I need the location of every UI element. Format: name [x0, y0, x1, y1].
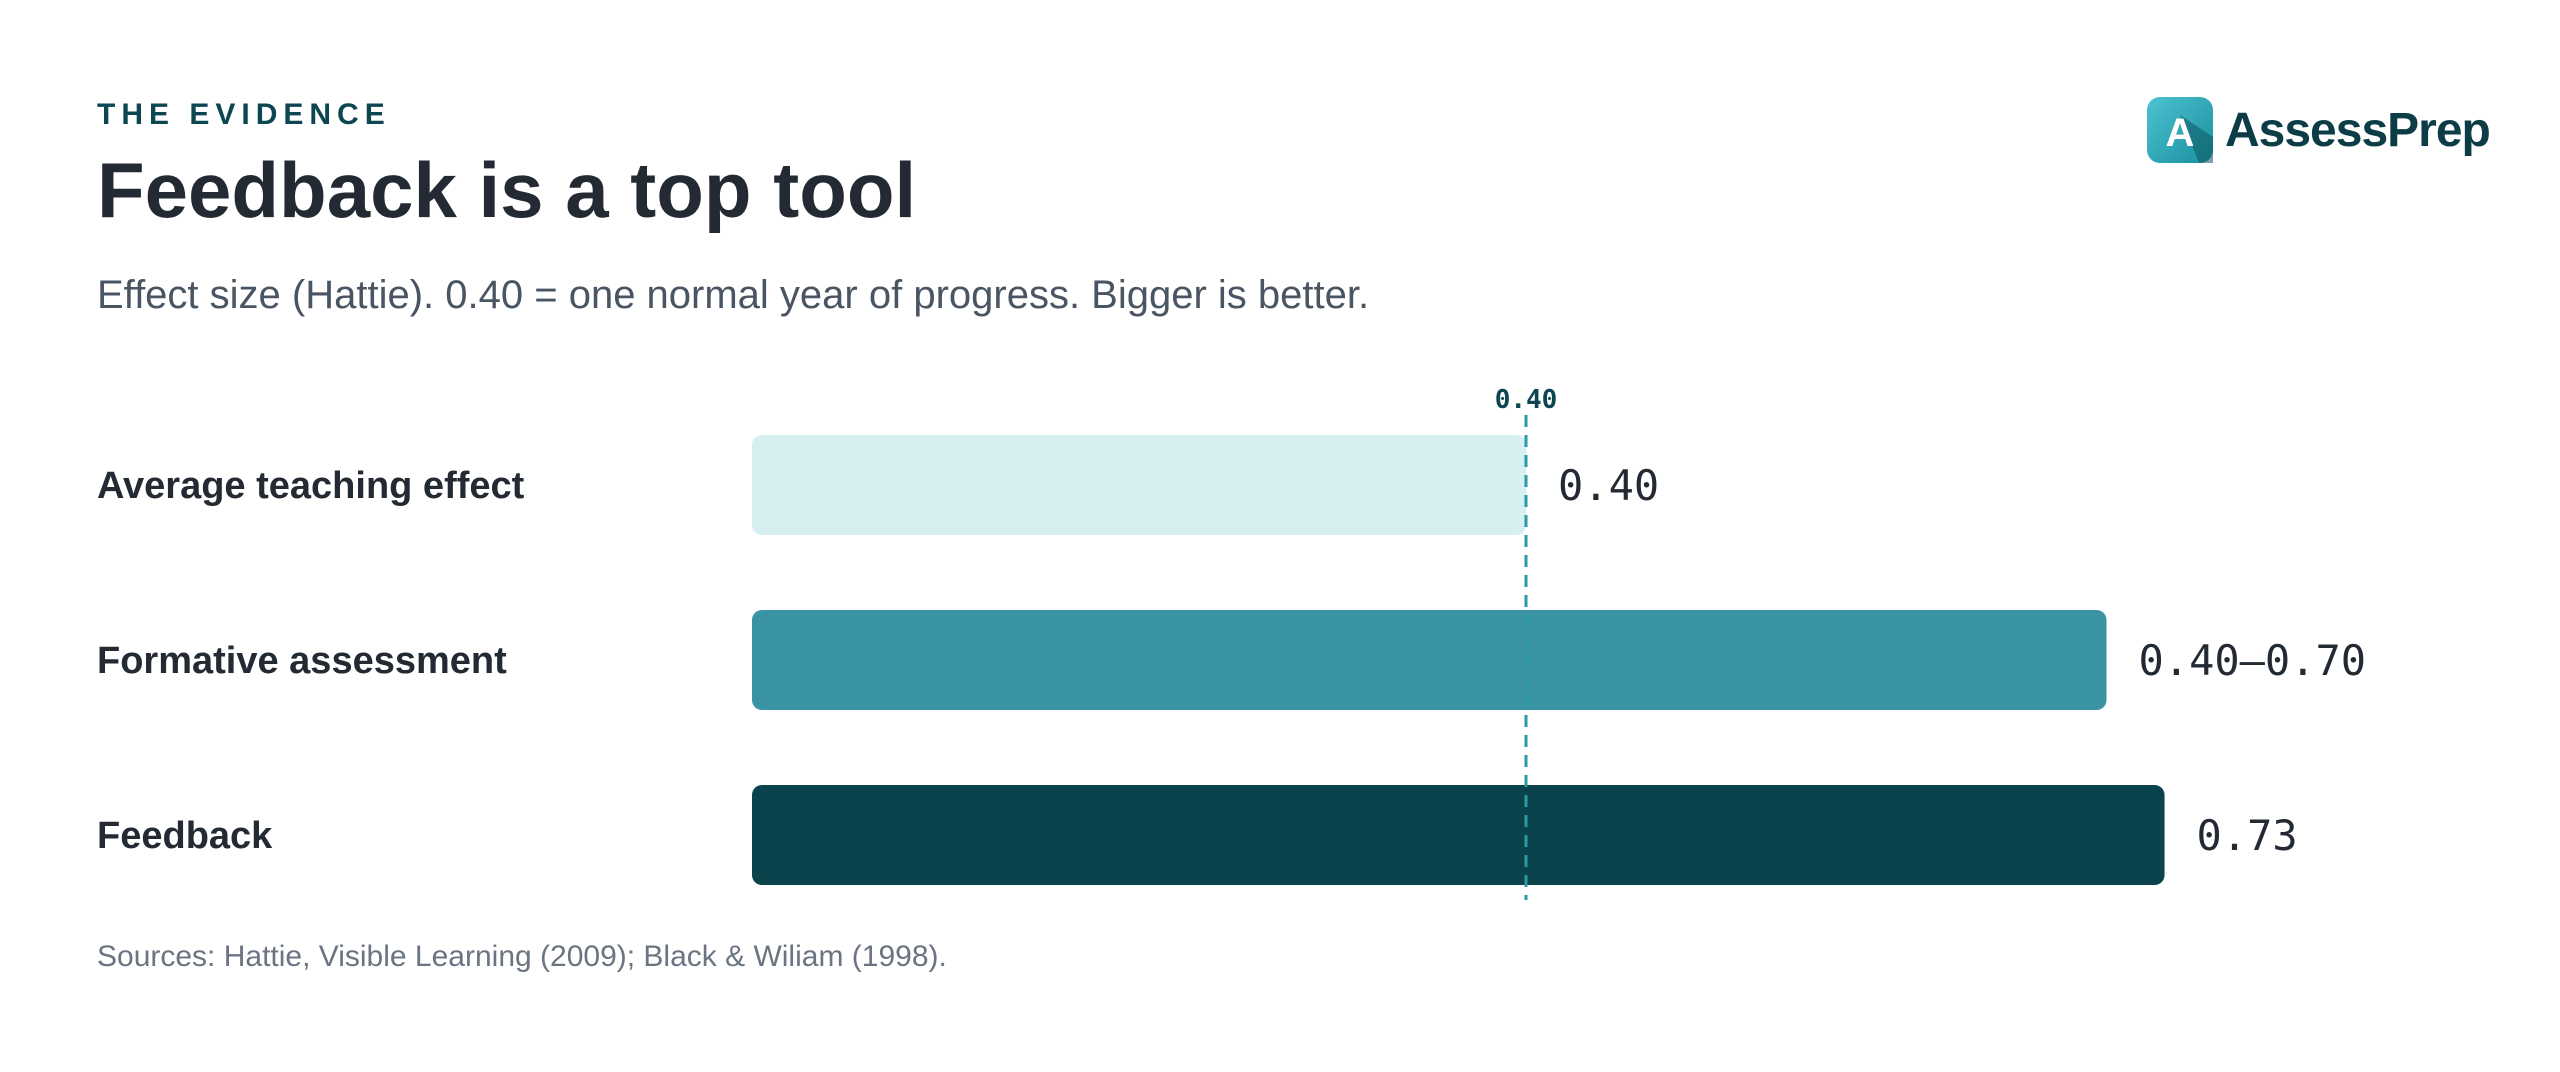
- value-label: 0.40: [1558, 461, 1659, 510]
- eyebrow: THE EVIDENCE: [97, 98, 391, 131]
- brand-logo: A AssessPrep: [2147, 96, 2491, 164]
- bar: [752, 785, 2165, 885]
- page-title: Feedback is a top tool: [97, 146, 917, 234]
- category-label: Formative assessment: [97, 640, 507, 682]
- page-subtitle: Effect size (Hattie). 0.40 = one normal …: [97, 273, 1370, 317]
- svg-text:A: A: [2166, 111, 2195, 155]
- bar: [752, 435, 1526, 535]
- value-label: 0.40–0.70: [2139, 636, 2367, 685]
- brand-name: AssessPrep: [2225, 103, 2491, 157]
- value-label: 0.73: [2197, 811, 2298, 860]
- category-label: Average teaching effect: [97, 465, 525, 507]
- sources-note: Sources: Hattie, Visible Learning (2009)…: [97, 940, 947, 973]
- category-label: Feedback: [97, 815, 273, 857]
- reference-line-label: 0.40: [1495, 385, 1558, 415]
- assessprep-logo-icon: A: [2147, 97, 2213, 163]
- bar: [752, 610, 2107, 710]
